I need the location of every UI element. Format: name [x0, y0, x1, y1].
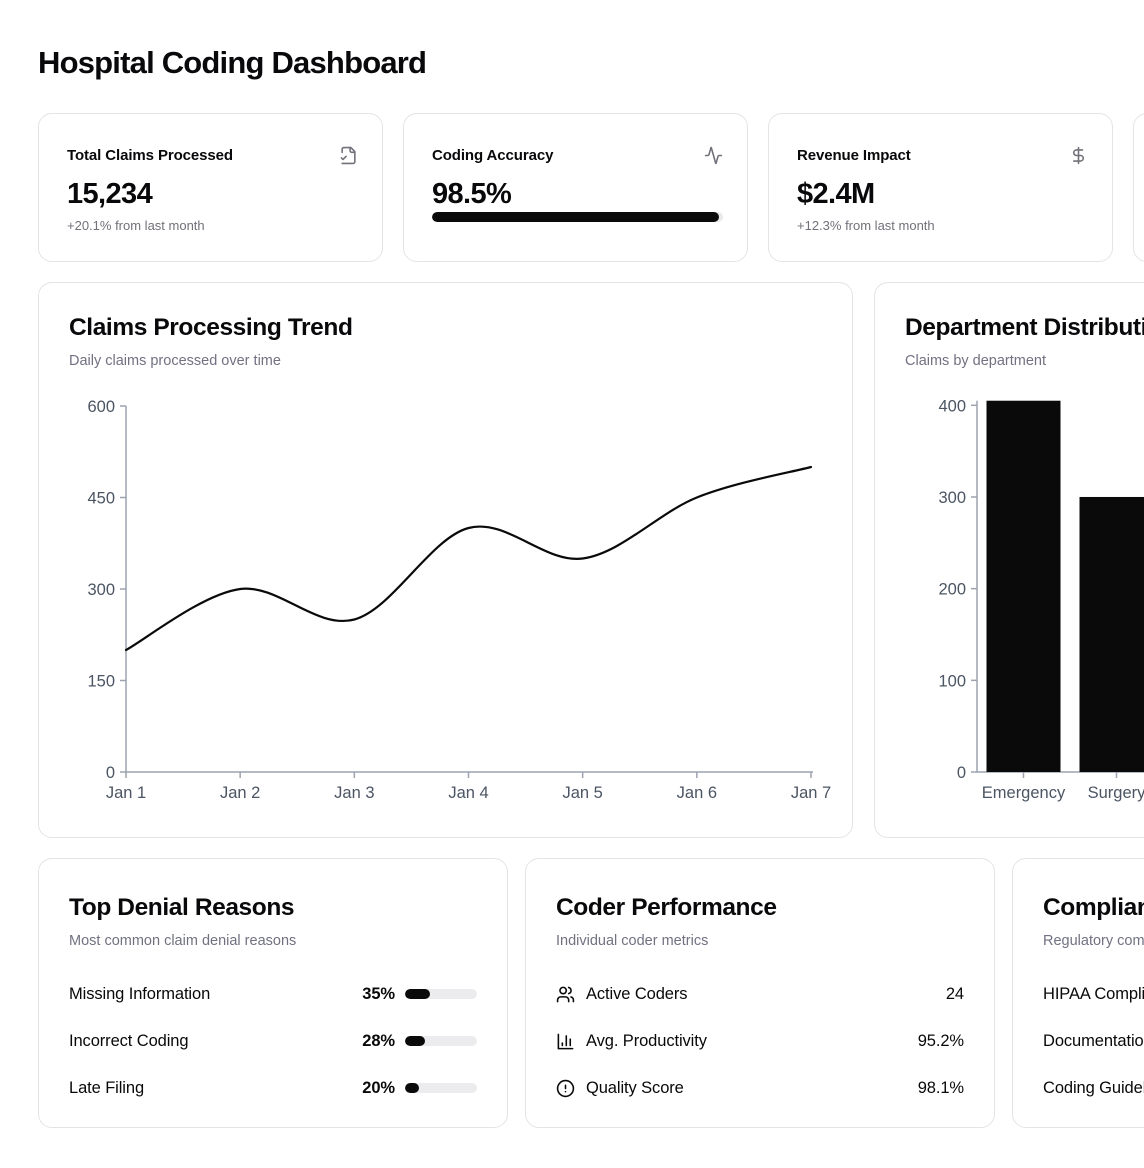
- denial-reason-label: Missing Information: [69, 984, 211, 1003]
- svg-text:450: 450: [87, 490, 115, 508]
- stat-subtext: +12.3% from last month: [797, 218, 935, 233]
- dollar-sign-icon: [1069, 146, 1088, 165]
- compliance-card: Compliance Regulatory compliance HIPAA C…: [1012, 858, 1144, 1128]
- chart-title: Claims Processing Trend: [69, 314, 353, 341]
- stat-value: $2.4M: [797, 178, 875, 210]
- stat-label: Coding Accuracy: [432, 147, 554, 164]
- alert-circle-icon: [556, 1079, 575, 1098]
- chart-title: Department Distribution: [905, 314, 1144, 341]
- svg-text:300: 300: [87, 581, 115, 599]
- denial-reason-label: Late Filing: [69, 1078, 145, 1097]
- compliance-row: HIPAA Compliance: [1043, 982, 1144, 1006]
- compliance-row: Documentation: [1043, 1029, 1144, 1053]
- denial-row: Late Filing 20%: [69, 1076, 477, 1100]
- denial-row: Incorrect Coding 28%: [69, 1029, 477, 1053]
- svg-text:Jan 1: Jan 1: [106, 784, 146, 802]
- denial-percentage: 35%: [362, 984, 395, 1003]
- stat-card-partial: [1133, 113, 1144, 262]
- stat-value: 98.5%: [432, 178, 512, 210]
- stat-card-revenue-impact: Revenue Impact $2.4M +12.3% from last mo…: [768, 113, 1113, 262]
- claims-trend-line-chart: 0 150 300 450 600 Jan 1 Jan 2 Jan 3 Jan 4 Jan 5 Ja…: [87, 398, 831, 802]
- denial-row: Missing Information 35%: [69, 982, 477, 1006]
- coder-metric-value: 98.1%: [917, 1078, 964, 1097]
- card-title: Top Denial Reasons: [69, 894, 295, 921]
- coder-performance-card: Coder Performance Individual coder metri…: [525, 858, 995, 1128]
- stat-card-total-claims: Total Claims Processed 15,234 +20.1% fro…: [38, 113, 383, 262]
- coder-metric-row: Quality Score 98.1%: [556, 1076, 964, 1100]
- denial-reason-label: Incorrect Coding: [69, 1031, 189, 1050]
- department-distribution-card: Department Distribution Claims by depart…: [874, 282, 1144, 838]
- svg-text:400: 400: [938, 397, 966, 415]
- stats-row: Total Claims Processed 15,234 +20.1% fro…: [38, 113, 1144, 262]
- card-title: Compliance: [1043, 894, 1144, 921]
- stat-card-coding-accuracy: Coding Accuracy 98.5%: [403, 113, 748, 262]
- svg-text:Jan 3: Jan 3: [334, 784, 374, 802]
- denial-bar-fill: [405, 1083, 420, 1093]
- card-title: Coder Performance: [556, 894, 777, 921]
- chart-subtitle: Claims by department: [905, 353, 1047, 369]
- coder-metric-row: Avg. Productivity 95.2%: [556, 1029, 964, 1053]
- users-icon: [556, 985, 575, 1004]
- compliance-label: HIPAA Compliance: [1043, 984, 1144, 1003]
- denial-bar-fill: [405, 1036, 426, 1046]
- bottom-row: Top Denial Reasons Most common claim den…: [38, 858, 1144, 1128]
- svg-text:100: 100: [938, 672, 966, 690]
- denial-bar-track: [405, 1036, 477, 1046]
- stat-label: Revenue Impact: [797, 147, 911, 164]
- svg-text:Emergency: Emergency: [982, 784, 1066, 802]
- coder-metric-label: Active Coders: [586, 984, 688, 1003]
- coder-metric-value: 24: [945, 984, 964, 1003]
- svg-text:200: 200: [938, 581, 966, 599]
- denial-bar-track: [405, 1083, 477, 1093]
- denial-bar-fill: [405, 989, 431, 999]
- file-check-icon: [339, 146, 358, 165]
- stat-value: 15,234: [67, 178, 153, 210]
- coder-metric-row: Active Coders 24: [556, 982, 964, 1006]
- card-subtitle: Regulatory compliance: [1043, 933, 1144, 949]
- coder-metric-label: Quality Score: [586, 1078, 684, 1097]
- svg-text:Surgery: Surgery: [1088, 784, 1144, 802]
- svg-text:Jan 4: Jan 4: [448, 784, 488, 802]
- department-bar-chart: 0 100 200 300 400 Emergency Surgery: [938, 397, 1144, 802]
- activity-icon: [704, 146, 723, 165]
- svg-text:Jan 2: Jan 2: [220, 784, 260, 802]
- page-title: Hospital Coding Dashboard: [38, 45, 427, 80]
- card-subtitle: Most common claim denial reasons: [69, 933, 297, 949]
- accuracy-progress-fill: [432, 212, 719, 222]
- card-subtitle: Individual coder metrics: [556, 933, 709, 949]
- dashboard-content: Hospital Coding Dashboard Total Claims P…: [38, 45, 1144, 1128]
- stat-subtext: +20.1% from last month: [67, 218, 205, 233]
- compliance-row: Coding Guidelines: [1043, 1076, 1144, 1100]
- denial-percentage: 20%: [362, 1078, 395, 1097]
- svg-text:Jan 7: Jan 7: [791, 784, 831, 802]
- denial-percentage: 28%: [362, 1031, 395, 1050]
- charts-row: Claims Processing Trend Daily claims pro…: [38, 282, 1144, 838]
- svg-text:Jan 6: Jan 6: [677, 784, 717, 802]
- compliance-label: Documentation: [1043, 1031, 1144, 1050]
- claims-trend-card: Claims Processing Trend Daily claims pro…: [38, 282, 853, 838]
- coder-metric-value: 95.2%: [917, 1031, 964, 1050]
- compliance-label: Coding Guidelines: [1043, 1078, 1144, 1097]
- bar-chart-icon: [556, 1032, 575, 1051]
- svg-text:600: 600: [87, 398, 115, 416]
- svg-text:300: 300: [938, 489, 966, 507]
- denial-bar-track: [405, 989, 477, 999]
- top-denial-reasons-card: Top Denial Reasons Most common claim den…: [38, 858, 508, 1128]
- svg-text:0: 0: [957, 764, 966, 782]
- svg-text:Jan 5: Jan 5: [562, 784, 602, 802]
- coder-metric-label: Avg. Productivity: [586, 1031, 707, 1050]
- accuracy-progress-track: [432, 212, 723, 222]
- svg-text:0: 0: [106, 764, 115, 782]
- svg-text:150: 150: [87, 673, 115, 691]
- chart-subtitle: Daily claims processed over time: [69, 353, 281, 369]
- stat-label: Total Claims Processed: [67, 147, 233, 164]
